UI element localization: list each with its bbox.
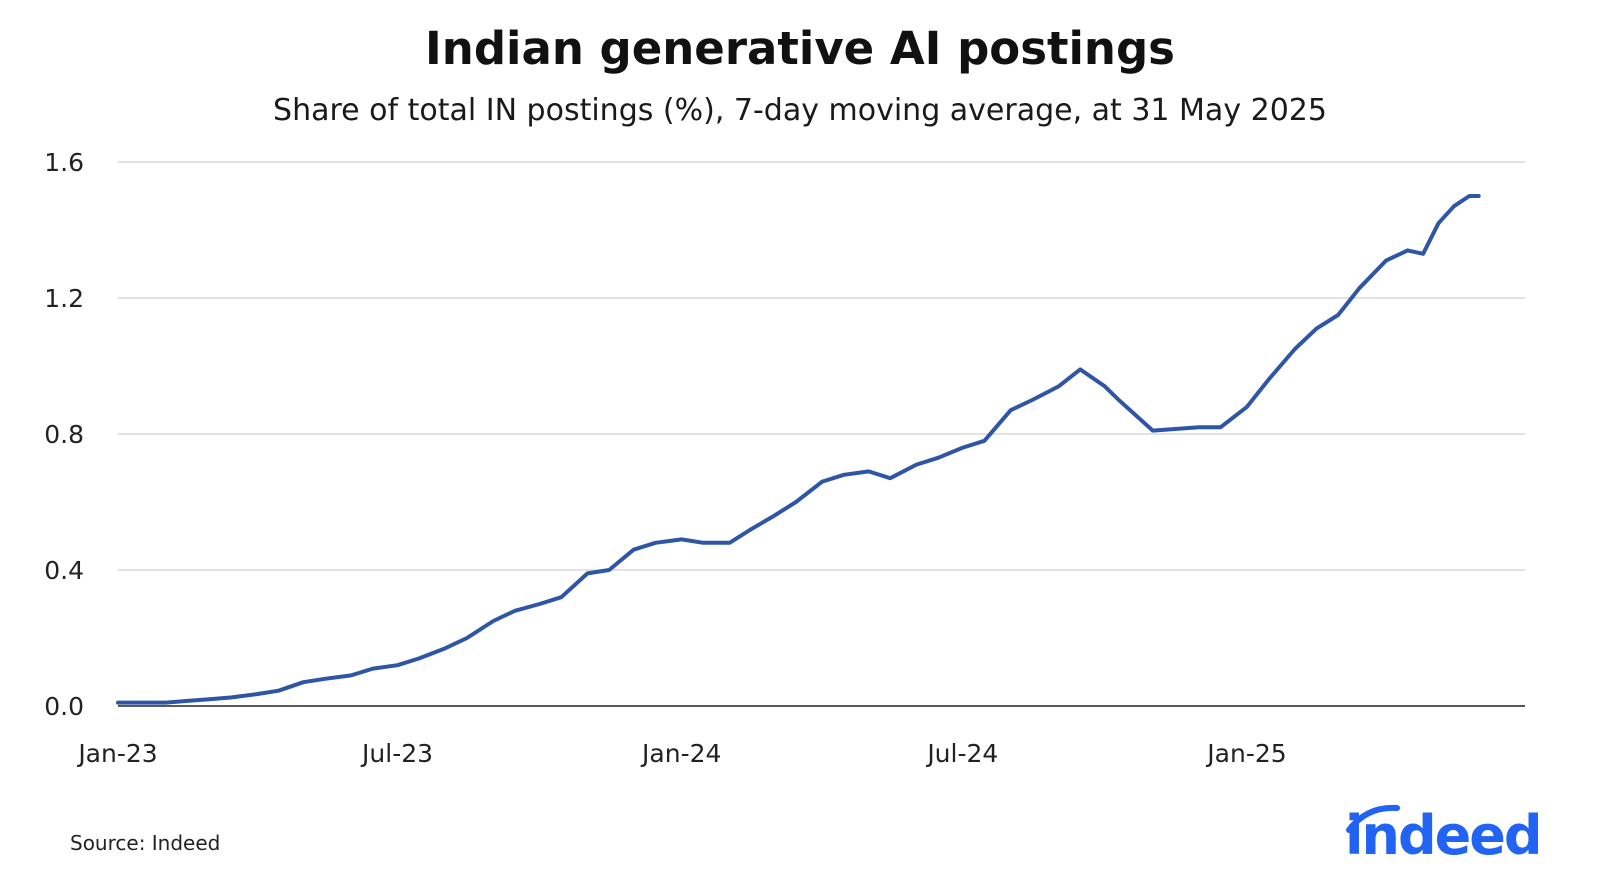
logo-arc-icon bbox=[1346, 804, 1400, 833]
x-tick-label: Jul-24 bbox=[925, 739, 998, 768]
x-tick-label: Jul-23 bbox=[360, 739, 433, 768]
x-axis-ticks: Jan-23 Jul-23 Jan-24 Jul-24 Jan-25 bbox=[76, 739, 1286, 768]
y-tick-label: 0.0 bbox=[44, 692, 84, 721]
chart-subtitle: Share of total IN postings (%), 7-day mo… bbox=[273, 93, 1327, 128]
y-tick-label: 1.2 bbox=[44, 284, 84, 313]
series-line bbox=[116, 194, 1481, 705]
chart-title: Indian generative AI postings bbox=[425, 22, 1175, 75]
gridlines bbox=[118, 161, 1525, 571]
x-tick-label: Jan-23 bbox=[76, 739, 157, 768]
y-tick-label: 0.4 bbox=[44, 556, 84, 585]
y-axis-ticks: 0.0 0.4 0.8 1.2 1.6 bbox=[44, 148, 84, 721]
x-tick-label: Jan-24 bbox=[640, 739, 721, 768]
series-layer bbox=[116, 194, 1481, 705]
indeed-logo[interactable]: indeed bbox=[1345, 800, 1575, 870]
x-tick-label: Jan-25 bbox=[1205, 739, 1286, 768]
y-tick-label: 1.6 bbox=[44, 148, 84, 177]
y-tick-label: 0.8 bbox=[44, 420, 84, 449]
logo-wordmark: indeed bbox=[1345, 804, 1543, 867]
source-note: Source: Indeed bbox=[70, 831, 221, 855]
